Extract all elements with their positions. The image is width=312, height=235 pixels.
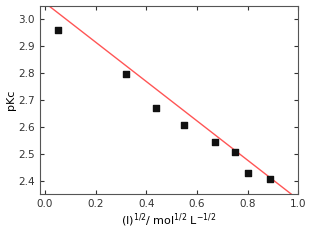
Point [124, 72, 129, 76]
Y-axis label: pKc: pKc [6, 90, 16, 110]
Point [232, 151, 237, 154]
Point [154, 106, 159, 110]
Point [245, 171, 250, 175]
Point [55, 28, 60, 32]
X-axis label: (I)$^{1/2}$/ mol$^{1/2}$ L$^{-1/2}$: (I)$^{1/2}$/ mol$^{1/2}$ L$^{-1/2}$ [121, 212, 217, 229]
Point [212, 140, 217, 144]
Point [268, 177, 273, 181]
Point [182, 123, 187, 127]
